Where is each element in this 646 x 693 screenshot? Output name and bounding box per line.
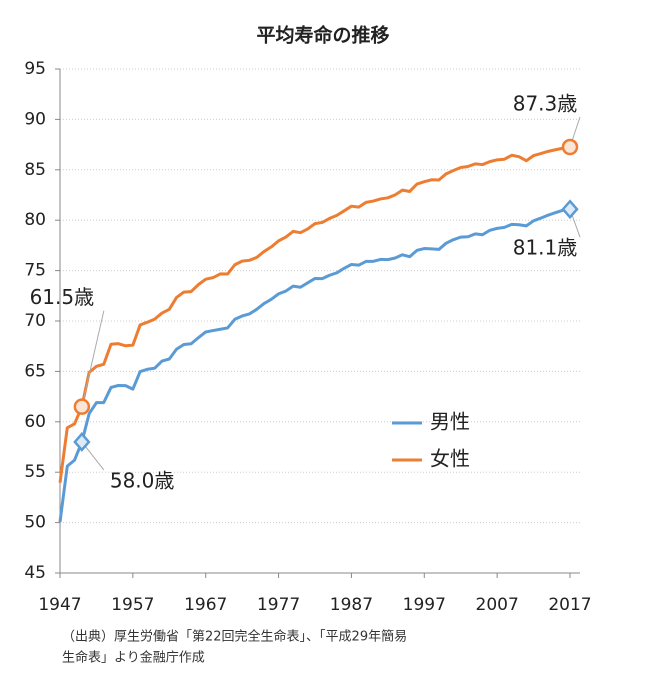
line (58, 145, 571, 483)
data-label: 58.0歳 (110, 468, 175, 492)
y-tick-label: 80 (24, 210, 46, 230)
y-tick-label: 85 (24, 160, 46, 180)
source-note: （出典）厚生労働省「第22回完全生命表」、「平成29年簡易 (62, 629, 407, 645)
source-note: 生命表」より金融庁作成 (62, 650, 205, 666)
x-tick-label: 1997 (403, 595, 446, 615)
legend-label: 女性 (430, 447, 470, 471)
y-tick-label: 55 (24, 462, 46, 482)
y-tick-label: 75 (24, 261, 46, 281)
x-tick-label: 1957 (111, 595, 154, 615)
line (58, 207, 571, 523)
data-label: 61.5歳 (30, 285, 95, 309)
y-tick-label: 70 (24, 311, 46, 331)
data-label: 81.1歳 (513, 236, 578, 260)
point-marker (73, 432, 91, 452)
data-label: 87.3歳 (513, 92, 578, 116)
x-tick-label: 1977 (257, 595, 300, 615)
legend-label: 男性 (430, 410, 470, 434)
y-tick-label: 60 (24, 412, 46, 432)
x-tick-label: 1947 (38, 595, 81, 615)
y-tick-label: 45 (24, 563, 46, 583)
point-marker (561, 199, 579, 220)
leader-line (81, 310, 105, 407)
y-tick-label: 65 (24, 361, 46, 381)
x-tick-label: 2007 (476, 595, 519, 615)
x-tick-label: 1987 (330, 595, 373, 615)
chart-title: 平均寿命の推移 (256, 24, 389, 47)
y-tick-label: 90 (24, 109, 46, 129)
point-marker (561, 138, 579, 156)
x-tick-label: 2017 (548, 595, 591, 615)
x-tick-label: 1967 (184, 595, 227, 615)
y-tick-label: 95 (24, 59, 46, 79)
y-tick-label: 50 (24, 513, 46, 533)
point-marker (73, 398, 91, 415)
